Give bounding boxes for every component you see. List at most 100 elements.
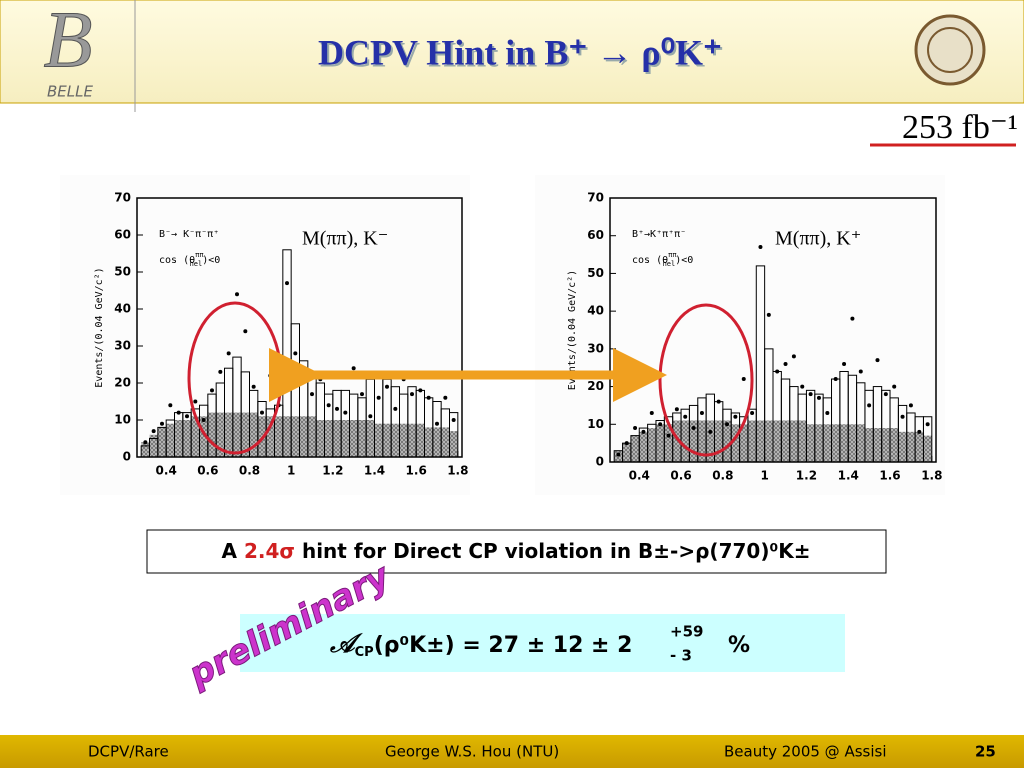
footer-right: Beauty 2005 @ Assisi [724, 743, 887, 761]
background-bar [722, 420, 732, 462]
data-point [725, 422, 730, 427]
data-point [326, 403, 331, 408]
data-point [210, 388, 214, 393]
background-bar [756, 420, 765, 462]
data-point [733, 414, 738, 419]
cut-part: ππ [195, 251, 204, 259]
y-tick-label: 70 [114, 191, 131, 205]
y-tick-label: 10 [587, 417, 604, 431]
decay-label: B⁺→K⁺π⁺π⁻ [632, 229, 686, 240]
lower-error: - 3 [670, 647, 692, 665]
footer-bar [0, 735, 1024, 768]
background-bar [432, 427, 442, 457]
footer-left: DCPV/Rare [88, 743, 169, 761]
background-bar [731, 424, 740, 462]
y-tick-label: 70 [587, 191, 604, 205]
cut-part: hel [663, 260, 676, 268]
y-axis-label: Events/(0.04 GeV/c²) [94, 267, 105, 387]
data-point [376, 395, 381, 400]
background-bar [898, 431, 907, 462]
x-tick-label: 1.6 [879, 469, 900, 483]
data-point [816, 395, 821, 400]
y-tick-label: 30 [587, 341, 604, 355]
background-bar [706, 420, 715, 462]
decay-label: B⁻→ K⁻π⁻π⁺ [159, 229, 219, 240]
background-bar [424, 427, 433, 457]
footer-center: George W.S. Hou (NTU) [385, 743, 559, 761]
y-axis-label: Events/(0.04 GeV/c²) [567, 270, 578, 390]
background-bar [831, 424, 840, 462]
background-bar [622, 443, 631, 462]
background-bar [249, 412, 258, 457]
data-point [925, 422, 930, 427]
background-bar [216, 412, 225, 457]
title-shadow: DCPV Hint in B⁺ → ρ⁰K⁺ [320, 34, 724, 74]
data-point [833, 377, 838, 382]
data-point [808, 392, 813, 397]
x-tick-label: 1.4 [364, 464, 385, 478]
data-point [418, 388, 423, 393]
data-point [201, 418, 206, 422]
result-main: (ρ⁰K±) = 27 ± 12 ± 2 [374, 633, 633, 658]
data-point [741, 377, 746, 382]
data-point [193, 399, 198, 404]
background-bar [366, 420, 375, 457]
background-bar [299, 416, 308, 457]
background-bar [182, 420, 192, 457]
y-tick-label: 0 [123, 450, 131, 464]
data-point [708, 429, 713, 434]
background-bar [639, 431, 648, 462]
y-tick-label: 0 [596, 455, 604, 469]
data-point [426, 395, 431, 400]
x-tick-label: 1 [760, 469, 768, 483]
data-point [143, 440, 148, 445]
unit: % [728, 633, 750, 658]
x-tick-label: 0.4 [156, 464, 177, 478]
data-point [825, 410, 830, 415]
data-point [633, 426, 638, 431]
x-tick-label: 1.6 [406, 464, 427, 478]
data-point [185, 414, 189, 419]
data-point [310, 392, 314, 397]
background-bar [864, 428, 874, 462]
background-bar [664, 424, 673, 462]
x-tick-label: 1.8 [921, 469, 942, 483]
upper-error: +59 [670, 623, 703, 641]
background-bar [241, 412, 250, 457]
logo-text: BELLE [47, 83, 93, 101]
background-bar [697, 420, 707, 462]
page-number: 25 [975, 743, 996, 761]
background-bar [630, 435, 640, 462]
background-bar [714, 420, 723, 462]
seal [914, 14, 986, 86]
plot-title: M(ππ), K⁺ [775, 228, 861, 250]
background-bar [174, 420, 183, 457]
background-bar [798, 420, 807, 462]
background-bar [224, 412, 233, 457]
data-point [758, 245, 763, 250]
background-bar [655, 424, 665, 462]
data-point [368, 414, 373, 419]
y-tick-label: 40 [114, 302, 131, 316]
data-point [858, 369, 863, 374]
plot-title: M(ππ), K⁻ [302, 228, 388, 250]
background-bar [391, 423, 400, 457]
y-tick-label: 20 [114, 376, 131, 390]
cut-part: cos (θ [159, 255, 195, 266]
data-point [892, 384, 897, 389]
x-tick-label: 1.2 [796, 469, 817, 483]
data-point [883, 392, 888, 397]
data-point [285, 281, 289, 286]
data-point [410, 392, 414, 397]
title: DCPV Hint in B⁺ → ρ⁰K⁺ [318, 32, 722, 72]
background-bar [274, 416, 283, 457]
hint-part: A [222, 539, 244, 563]
cut-part: )<0 [202, 255, 220, 266]
background-bar [407, 423, 417, 457]
hint-text: A 2.4σ hint for Direct CP violation in B… [222, 539, 811, 563]
data-point [226, 351, 231, 356]
background-bar [747, 420, 757, 462]
seal-inner [927, 27, 973, 73]
